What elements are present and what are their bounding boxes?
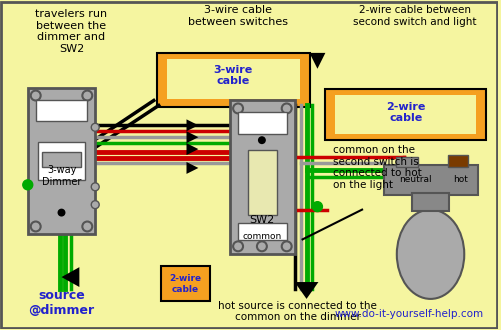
Text: 3-wire
cable: 3-wire cable <box>213 65 252 86</box>
Circle shape <box>91 201 99 209</box>
Circle shape <box>312 202 322 212</box>
Bar <box>237 113 286 134</box>
Bar <box>160 266 210 301</box>
Polygon shape <box>186 162 198 174</box>
Polygon shape <box>309 53 325 69</box>
Circle shape <box>232 104 242 114</box>
Text: 2-wire
cable: 2-wire cable <box>385 102 424 123</box>
Text: 2-wire cable between
second switch and light: 2-wire cable between second switch and l… <box>352 5 475 27</box>
Polygon shape <box>186 143 198 155</box>
Circle shape <box>31 90 41 101</box>
Circle shape <box>281 104 291 114</box>
Bar <box>237 222 286 240</box>
Circle shape <box>281 241 291 251</box>
Bar <box>229 101 294 254</box>
Text: neutral: neutral <box>399 175 431 184</box>
Polygon shape <box>62 267 79 287</box>
Bar <box>395 157 417 167</box>
Circle shape <box>23 180 33 190</box>
Bar <box>325 88 485 140</box>
Polygon shape <box>294 282 318 299</box>
Bar <box>247 150 276 214</box>
Polygon shape <box>186 131 198 143</box>
Text: hot source is connected to the
common on the dimmer: hot source is connected to the common on… <box>218 301 376 322</box>
Circle shape <box>58 209 65 216</box>
Text: 3-wire cable
between switches: 3-wire cable between switches <box>188 5 288 27</box>
Bar <box>335 95 475 134</box>
Text: 3-way
Dimmer: 3-way Dimmer <box>42 165 81 187</box>
Bar <box>28 87 95 234</box>
Circle shape <box>91 123 99 131</box>
Circle shape <box>31 221 41 231</box>
Bar <box>38 142 85 180</box>
Circle shape <box>258 136 266 144</box>
Bar <box>447 155 467 167</box>
Text: www.do-it-yourself-help.com: www.do-it-yourself-help.com <box>334 309 482 319</box>
Bar <box>166 59 299 99</box>
Text: source
@dimmer: source @dimmer <box>29 289 94 317</box>
Bar <box>36 100 87 121</box>
Text: common on the
second switch is
connected to hot
on the light: common on the second switch is connected… <box>333 145 421 190</box>
Text: hot: hot <box>452 175 467 184</box>
Bar <box>42 152 81 167</box>
Text: SW2: SW2 <box>249 214 274 224</box>
Ellipse shape <box>396 210 463 299</box>
Text: common: common <box>242 232 281 241</box>
Bar <box>383 165 477 195</box>
Polygon shape <box>186 119 198 131</box>
Text: 2-wire
cable: 2-wire cable <box>169 274 201 294</box>
Circle shape <box>91 183 99 191</box>
Bar <box>156 53 309 108</box>
Circle shape <box>82 221 92 231</box>
Circle shape <box>232 241 242 251</box>
Circle shape <box>82 90 92 101</box>
Bar <box>411 193 448 211</box>
Text: travelers run
between the
dimmer and
SW2: travelers run between the dimmer and SW2 <box>35 9 107 54</box>
Circle shape <box>257 241 267 251</box>
